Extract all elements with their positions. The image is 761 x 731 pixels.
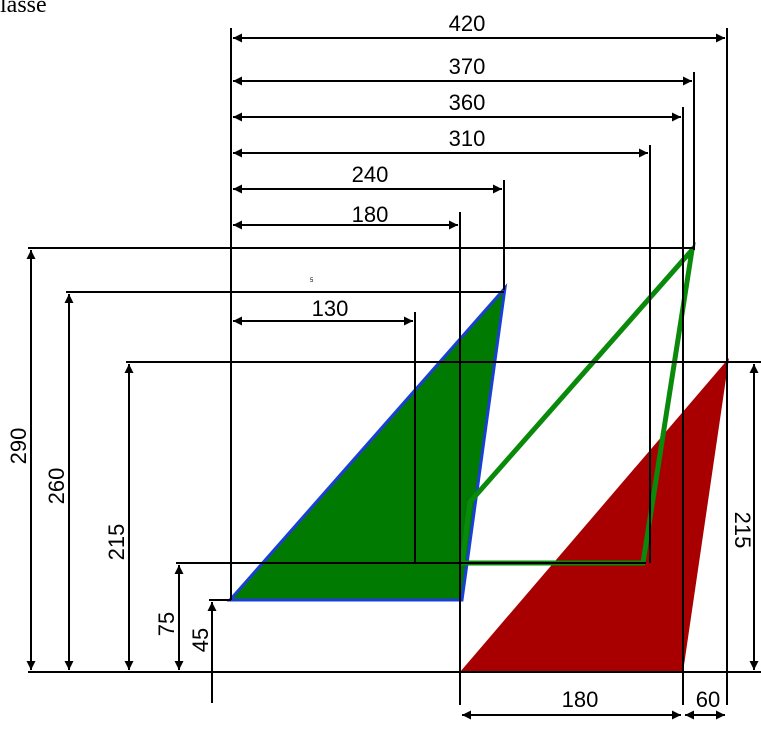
dim-label-width-1: 420 xyxy=(449,11,486,36)
dim-label-height-4: 75 xyxy=(154,612,179,636)
dimension-lines xyxy=(26,33,759,720)
dim-label-width-5: 240 xyxy=(352,162,389,187)
dim-label-bottom-width-1: 180 xyxy=(562,687,599,712)
dim-label-inner-width: 130 xyxy=(312,296,349,321)
dim-label-height-5: 45 xyxy=(188,628,213,652)
dim-label-width-6: 180 xyxy=(352,202,389,227)
marker-label: 5 xyxy=(310,278,314,284)
figure-caption: lasse xyxy=(0,0,47,18)
green-filled-triangle xyxy=(226,283,508,602)
dim-label-height-1: 290 xyxy=(6,428,31,465)
dim-label-right-height: 215 xyxy=(730,512,755,549)
dim-label-width-4: 310 xyxy=(449,126,486,151)
red-filled-triangle xyxy=(460,358,729,672)
dim-label-bottom-width-2: 60 xyxy=(696,687,720,712)
dim-label-height-3: 215 xyxy=(104,524,129,561)
extension-lines xyxy=(28,28,761,705)
dim-label-width-2: 370 xyxy=(449,54,486,79)
dim-label-width-3: 360 xyxy=(449,90,486,115)
dim-label-height-2: 260 xyxy=(44,468,69,505)
